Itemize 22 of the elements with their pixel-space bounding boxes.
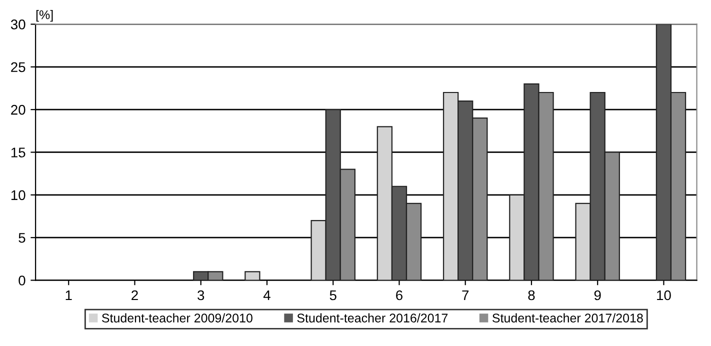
x-tick-label: 9 (594, 290, 601, 300)
y-tick-label: 5 (18, 233, 26, 243)
y-tick-label: 15 (11, 148, 26, 158)
bar (244, 271, 260, 280)
x-tick-label: 4 (263, 290, 270, 300)
y-tick-label: 20 (11, 104, 26, 115)
x-tick-label: 2 (132, 290, 138, 300)
legend-label: Student-teacher 2016/2017 (297, 313, 448, 322)
x-tick-label: 3 (198, 290, 204, 300)
x-tick-label: 6 (396, 290, 402, 300)
x-tick-label: 10 (657, 290, 671, 300)
x-tick-label: 5 (330, 290, 336, 300)
x-tick-label: 1 (66, 290, 72, 300)
y-tick-label: 30 (10, 20, 26, 30)
y-tick-label: 0 (18, 276, 26, 286)
y-tick-label: 25 (11, 62, 26, 72)
legend-label: Student-teacher 2017/2018 (492, 313, 643, 322)
y-tick-label: 10 (11, 190, 26, 200)
x-tick-label: 8 (528, 290, 535, 300)
y-axis-title: [%] (36, 10, 53, 22)
legend-label: Student-teacher 2009/2010 (102, 313, 252, 322)
x-tick-label: 7 (462, 290, 469, 300)
